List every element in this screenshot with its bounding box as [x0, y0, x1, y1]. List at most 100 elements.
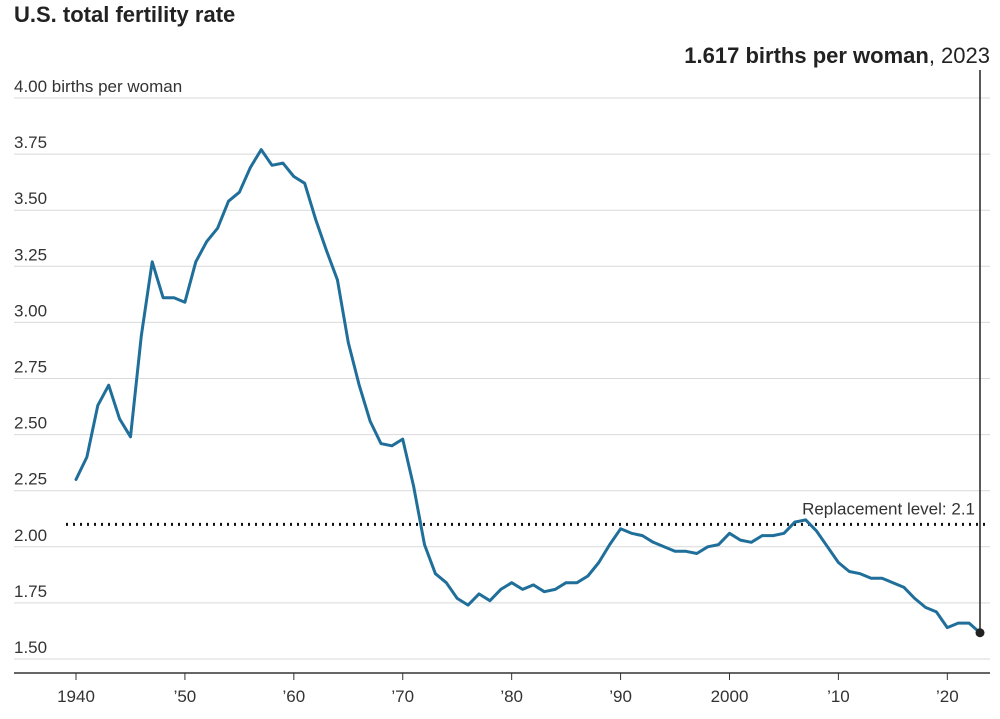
x-tick-label-1940: 1940 — [57, 687, 95, 706]
data-point-1966 — [357, 384, 361, 387]
data-point-2017 — [913, 597, 916, 600]
data-point-1946 — [140, 334, 143, 338]
latest-value-callout: 1.617 births per woman, 2023 — [684, 43, 990, 68]
data-point-1963 — [325, 249, 328, 252]
data-point-2014 — [880, 577, 884, 580]
data-point-1958 — [270, 164, 274, 167]
data-point-2006 — [793, 520, 797, 524]
data-point-2002 — [750, 541, 753, 544]
gridlines: 4.00 births per woman 3.75 3.50 3.25 3.00 2.7… — [14, 77, 990, 660]
data-point-1987 — [586, 574, 590, 578]
data-point-1974 — [445, 581, 448, 584]
data-point-1950 — [183, 301, 187, 304]
data-point-1978 — [488, 599, 492, 602]
replacement-level-reference: Replacement level: 2.1 — [66, 499, 990, 526]
data-point-1965 — [347, 341, 350, 344]
y-tick-label-3: 3.00 — [14, 301, 47, 320]
data-point-1997 — [695, 552, 699, 555]
y-tick-label-4: 4.00 births per woman — [14, 77, 182, 96]
data-point-2019 — [935, 610, 938, 614]
data-point-2004 — [771, 534, 775, 537]
data-point-2001 — [739, 538, 742, 542]
data-point-1960 — [292, 175, 296, 178]
data-point-1988 — [597, 561, 600, 564]
data-point-1971 — [412, 485, 415, 488]
series-layer — [74, 148, 985, 638]
data-point-2009 — [826, 545, 829, 548]
data-point-1993 — [652, 541, 655, 544]
data-point-1941 — [85, 455, 89, 459]
data-point-2021 — [957, 621, 960, 625]
data-point-1989 — [608, 543, 611, 546]
x-tick-label-1990: ’90 — [609, 687, 632, 706]
y-tick-label-2-5: 2.50 — [14, 414, 47, 433]
x-tick-label-2000: 2000 — [711, 687, 749, 706]
data-point-1996 — [684, 550, 688, 553]
data-point-1985 — [564, 581, 568, 584]
data-point-1955 — [238, 191, 241, 194]
data-point-1940 — [74, 478, 78, 481]
data-point-2020 — [946, 626, 949, 629]
data-point-1956 — [249, 166, 252, 169]
data-point-1968 — [379, 442, 383, 445]
y-tick-label-3-5: 3.50 — [14, 189, 47, 208]
data-point-2018 — [924, 606, 927, 609]
data-point-1967 — [368, 419, 372, 423]
data-point-2016 — [902, 585, 905, 589]
data-point-1999 — [717, 543, 720, 546]
replacement-level-label: Replacement level: 2.1 — [802, 499, 975, 518]
data-point-1970 — [401, 437, 404, 441]
y-tick-label-2-25: 2.25 — [14, 470, 47, 489]
data-point-1961 — [303, 182, 306, 185]
latest-value-dot — [975, 628, 985, 638]
data-point-1998 — [706, 545, 709, 548]
data-point-2012 — [858, 572, 862, 575]
data-point-1995 — [673, 550, 677, 553]
data-point-1994 — [662, 545, 666, 548]
y-tick-label-3-75: 3.75 — [14, 133, 47, 152]
data-point-2011 — [848, 570, 851, 573]
x-tick-label-2010: ’10 — [827, 687, 850, 706]
data-point-1948 — [161, 296, 165, 299]
data-point-2010 — [837, 561, 840, 564]
data-point-2005 — [782, 532, 786, 535]
data-point-2007 — [804, 518, 807, 522]
y-tick-label-2: 2.00 — [14, 526, 47, 545]
data-point-1964 — [336, 278, 339, 281]
x-tick-label-1980: ’80 — [500, 687, 523, 706]
data-point-2015 — [891, 581, 895, 584]
data-point-1945 — [129, 435, 132, 439]
data-point-2003 — [760, 534, 764, 537]
y-tick-label-1-5: 1.50 — [14, 638, 47, 657]
data-point-1944 — [118, 417, 121, 421]
data-point-2008 — [815, 529, 818, 533]
data-point-1979 — [499, 588, 502, 591]
data-point-1976 — [466, 603, 470, 607]
data-point-1983 — [543, 590, 546, 593]
y-tick-label-3-25: 3.25 — [14, 245, 47, 264]
data-point-1951 — [194, 260, 198, 264]
latest-value-callout-bold: 1.617 births per woman — [684, 43, 929, 68]
data-point-2000 — [728, 532, 731, 535]
y-tick-label-2-75: 2.75 — [14, 358, 47, 377]
data-point-1959 — [281, 161, 285, 165]
chart-title: U.S. total fertility rate — [14, 2, 236, 27]
data-point-1986 — [575, 581, 579, 584]
fertility-rate-line — [74, 148, 982, 635]
data-point-1981 — [521, 588, 524, 591]
data-point-1949 — [172, 296, 176, 299]
data-point-1984 — [554, 588, 557, 591]
x-tick-label-1970: ’70 — [391, 687, 414, 706]
data-point-1972 — [423, 543, 426, 546]
y-tick-label-1-75: 1.75 — [14, 582, 47, 601]
x-tick-label-1950: ’50 — [174, 687, 197, 706]
x-axis: 1940 ’50 ’60 ’70 ’80 ’90 2000 ’10 ’20 — [14, 672, 990, 706]
data-point-1977 — [477, 592, 481, 596]
data-point-1942 — [96, 404, 99, 407]
data-point-2013 — [869, 577, 873, 580]
data-point-1943 — [107, 384, 110, 387]
data-point-1990 — [619, 527, 622, 531]
data-point-1980 — [510, 581, 513, 584]
data-point-1952 — [205, 240, 208, 243]
